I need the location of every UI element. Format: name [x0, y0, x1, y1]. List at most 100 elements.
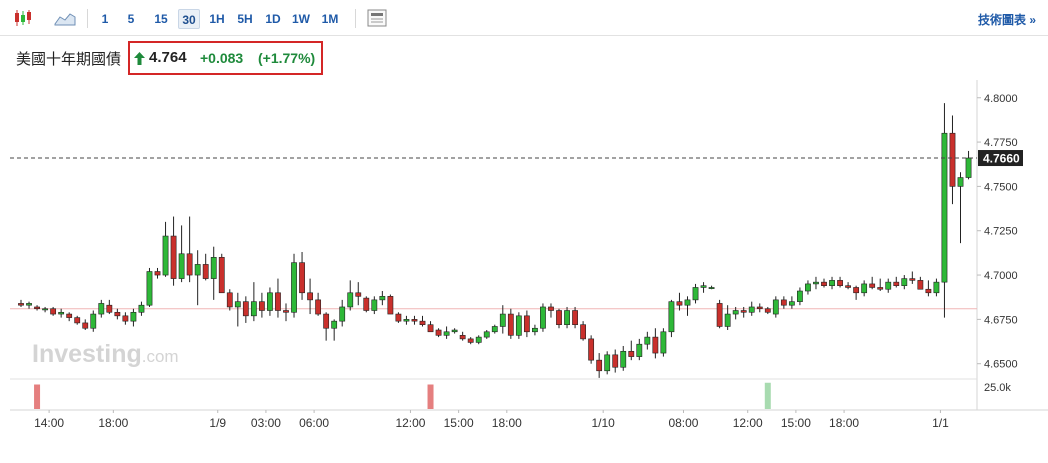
- timeframe-1[interactable]: 1: [101, 12, 109, 26]
- candle-body-down: [258, 301, 265, 311]
- candle-body-up: [644, 336, 651, 345]
- candle-body-up: [564, 310, 570, 325]
- candle-body-down: [877, 287, 884, 290]
- candle: [283, 303, 289, 322]
- x-tick-label: 06:00: [299, 416, 329, 430]
- candle-body-down: [299, 262, 305, 294]
- candle-body-up: [532, 327, 538, 333]
- candle-body-up: [788, 301, 795, 306]
- y-tick-label: 4.6750: [984, 314, 1018, 326]
- candle-body-down: [925, 288, 932, 294]
- candle: [797, 287, 803, 306]
- candle: [403, 315, 410, 325]
- candle-body-up: [772, 299, 779, 315]
- toolbar-divider: [87, 9, 88, 28]
- candle-body-up: [90, 313, 97, 329]
- candle-body-down: [218, 257, 225, 294]
- candle-body-down: [556, 310, 562, 325]
- candle-body-down: [580, 324, 586, 340]
- candle: [933, 278, 940, 297]
- candle-body-down: [186, 253, 193, 276]
- settings-panel-icon[interactable]: [366, 8, 388, 28]
- candle-body-up: [331, 320, 338, 329]
- candle-body-up: [620, 350, 627, 368]
- candle-body-up: [515, 315, 522, 336]
- candle: [700, 282, 707, 293]
- candle: [234, 292, 241, 327]
- candle: [178, 225, 185, 283]
- candle: [748, 301, 755, 316]
- candle: [917, 276, 924, 290]
- candle: [26, 301, 32, 309]
- candle: [845, 282, 851, 290]
- candlestick-chart[interactable]: Investing.com 4.7660 4.8000 4.7750 4.7500 4.…: [0, 80, 1048, 458]
- candle-body-down: [395, 313, 402, 322]
- candle: [250, 282, 257, 322]
- candle-body-down: [307, 292, 313, 301]
- candle-body-up: [805, 283, 811, 292]
- candle: [772, 296, 779, 318]
- candle: [588, 335, 595, 364]
- candle: [507, 308, 514, 339]
- candle: [106, 299, 113, 315]
- candle: [395, 312, 402, 323]
- candle-body-up: [483, 331, 490, 338]
- candle-body-up: [861, 283, 868, 294]
- timeframe-1w[interactable]: 1W: [292, 12, 310, 26]
- timeframe-1m[interactable]: 1M: [321, 12, 339, 26]
- candle: [499, 305, 506, 334]
- candle-body-up: [291, 262, 297, 313]
- candle-body-down: [323, 313, 330, 329]
- candle: [194, 250, 201, 306]
- candle-body-up: [42, 308, 48, 311]
- candle-body-up: [829, 280, 835, 286]
- candle: [869, 276, 876, 290]
- candle-body-up: [965, 157, 972, 178]
- candle-body-down: [34, 306, 40, 310]
- candle: [467, 337, 474, 345]
- candle: [861, 280, 868, 297]
- toolbar-divider: [355, 9, 356, 28]
- candlestick-type-icon[interactable]: [12, 8, 34, 28]
- timeframe-1d[interactable]: 1D: [265, 12, 281, 26]
- candle-body-down: [387, 296, 394, 315]
- candle-body-down: [869, 283, 876, 288]
- candle-body-up: [475, 336, 482, 343]
- timeframe-15[interactable]: 15: [154, 12, 168, 26]
- candle: [307, 278, 313, 315]
- candle: [18, 299, 24, 307]
- candle: [668, 299, 675, 338]
- technical-chart-link[interactable]: 技術圖表 »: [977, 13, 1036, 27]
- candle: [138, 301, 145, 316]
- timeframe-5h[interactable]: 5H: [237, 12, 253, 26]
- candle-body-down: [893, 281, 900, 286]
- candle-body-down: [917, 280, 924, 290]
- candle-body-up: [210, 257, 217, 279]
- candle: [491, 324, 498, 334]
- candle-body-up: [250, 301, 257, 317]
- candle: [90, 310, 97, 332]
- candle-body-up: [692, 287, 699, 301]
- candle: [965, 150, 972, 180]
- timeframe-1h[interactable]: 1H: [209, 12, 225, 26]
- candle: [572, 306, 578, 329]
- candle-body-down: [427, 324, 434, 333]
- candle: [186, 216, 193, 283]
- candle: [877, 278, 884, 292]
- candle: [612, 349, 619, 373]
- candle-body-down: [242, 301, 249, 317]
- timeframe-5[interactable]: 5: [127, 12, 135, 26]
- candle-body-down: [764, 308, 771, 313]
- price-chart[interactable]: Investing.com 4.7660 4.8000 4.7750 4.7500 4.…: [0, 80, 1048, 458]
- candle-body-down: [548, 306, 554, 311]
- candle-body-down: [315, 299, 322, 315]
- area-chart-type-icon[interactable]: [54, 8, 76, 28]
- candle: [443, 326, 450, 339]
- candle: [532, 324, 538, 336]
- candle-body-down: [82, 322, 89, 329]
- candle: [644, 331, 651, 350]
- candle-body-up: [26, 303, 32, 306]
- candle: [821, 278, 827, 288]
- timeframe-30[interactable]: 30: [178, 9, 200, 29]
- candle-body-down: [612, 354, 619, 368]
